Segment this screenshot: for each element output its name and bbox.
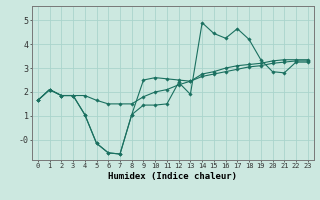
X-axis label: Humidex (Indice chaleur): Humidex (Indice chaleur) bbox=[108, 172, 237, 181]
